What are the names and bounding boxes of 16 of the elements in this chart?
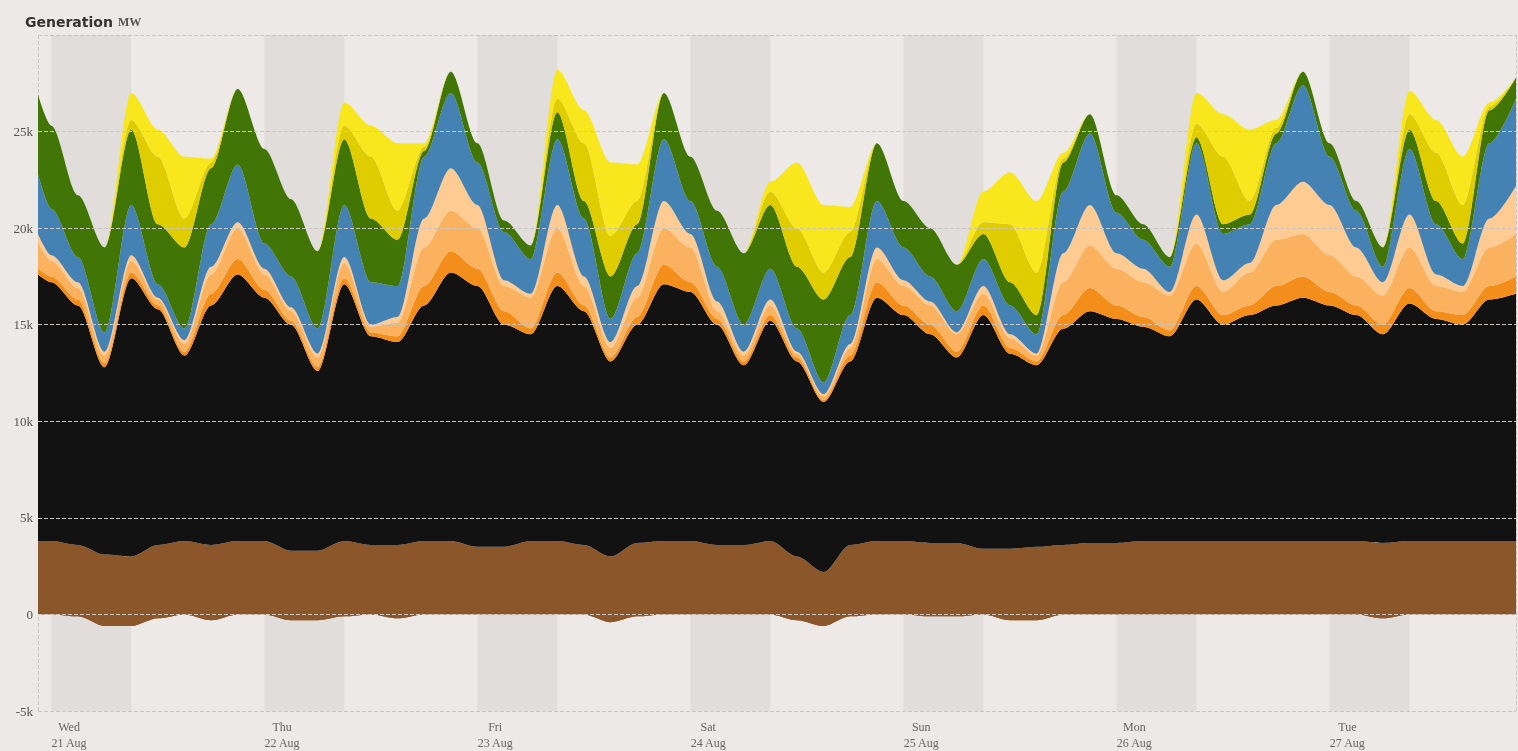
x-tick-label: Wed 21 Aug <box>51 720 87 750</box>
x-tick-label: Thu 22 Aug <box>264 720 300 750</box>
y-tick-label: 10k <box>13 413 34 429</box>
y-tick-label: 5k <box>20 510 34 526</box>
x-tick-label: Tue 27 Aug <box>1329 720 1365 750</box>
y-tick-label: 25k <box>13 124 34 140</box>
chart-title: Generation <box>25 14 113 30</box>
chart-subtitle: MW <box>117 15 142 29</box>
x-tick-label: Fri 23 Aug <box>477 720 513 750</box>
y-tick-label: 15k <box>13 317 34 333</box>
x-tick-label: Sun 25 Aug <box>903 720 939 750</box>
y-tick-label: 0 <box>26 606 33 622</box>
x-tick-label: Sat 24 Aug <box>690 720 726 750</box>
y-tick-label: -5k <box>15 703 34 719</box>
x-tick-label: Mon 26 Aug <box>1116 720 1152 750</box>
y-tick-label: 20k <box>13 220 34 236</box>
